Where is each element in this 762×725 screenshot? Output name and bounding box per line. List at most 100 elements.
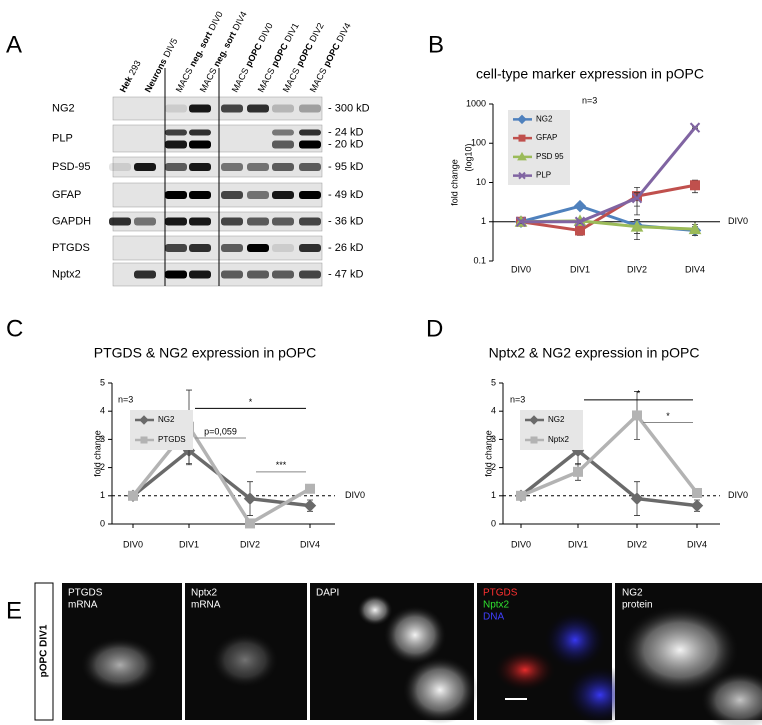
- marker: [128, 490, 138, 501]
- legend-marker: [140, 436, 148, 444]
- band: [221, 217, 243, 226]
- y-tick-label: 3: [100, 434, 105, 444]
- legend-label: PLP: [536, 171, 551, 180]
- x-tick-label: DIV4: [300, 539, 320, 549]
- band: [165, 129, 187, 136]
- marker: [690, 499, 704, 512]
- y-axis-label: fold change: [92, 430, 102, 477]
- legend-label: Nptx2: [548, 435, 569, 444]
- x-tick-label: DIV0: [511, 539, 531, 549]
- band: [272, 244, 294, 252]
- band: [272, 104, 294, 113]
- band: [299, 270, 321, 279]
- legend-label: GFAP: [536, 133, 557, 142]
- marker: [573, 199, 587, 213]
- row-label: Nptx2: [52, 268, 81, 280]
- row-label: PSD-95: [52, 161, 91, 173]
- channel-label: Nptx2: [191, 588, 218, 599]
- legend-marker: [517, 114, 527, 125]
- marker: [303, 499, 317, 512]
- cell: [493, 648, 557, 692]
- band: [165, 270, 187, 279]
- cell: [620, 605, 740, 695]
- x-tick-label: DIV2: [627, 539, 647, 549]
- band: [272, 129, 294, 136]
- band: [299, 140, 321, 149]
- band: [189, 191, 211, 199]
- size-label: - 95 kD: [328, 161, 364, 173]
- band: [247, 244, 269, 252]
- cell: [211, 632, 279, 688]
- channel-label: PTGDS: [483, 588, 518, 599]
- cell: [700, 670, 762, 725]
- band: [165, 104, 187, 113]
- reference-label: DIV0: [728, 490, 748, 500]
- legend-box: [508, 110, 570, 185]
- lane-label: Hek293: [118, 59, 143, 94]
- lane-label-part: DIV4: [231, 10, 249, 32]
- band: [272, 140, 294, 149]
- lane-label-part: MACS: [230, 66, 251, 94]
- nucleus: [402, 656, 478, 724]
- channel-label: mRNA: [191, 600, 221, 611]
- significance-label: *: [666, 411, 670, 421]
- note: n=3: [582, 95, 597, 105]
- row-label: GAPDH: [52, 215, 91, 227]
- lane-label-part: neg. sort: [188, 30, 215, 68]
- lane-label: NeuronsDIV5: [143, 37, 180, 94]
- significance-label: *: [249, 397, 253, 407]
- legend-label: NG2: [536, 114, 553, 123]
- band: [299, 163, 321, 171]
- lane-label-part: DIV5: [162, 37, 180, 59]
- band: [134, 217, 156, 226]
- size-label: - 36 kD: [328, 215, 364, 227]
- y-axis-label: fold change: [449, 159, 459, 206]
- x-tick-label: DIV1: [179, 539, 199, 549]
- note: n=3: [510, 394, 525, 404]
- band: [272, 163, 294, 171]
- y-axis-label: fold change: [483, 430, 493, 477]
- lane-label-part: Hek: [118, 74, 135, 94]
- band: [134, 270, 156, 279]
- y-tick-label: 0: [100, 518, 105, 528]
- band: [165, 163, 187, 171]
- marker: [516, 490, 526, 501]
- band: [247, 217, 269, 226]
- channel-label: mRNA: [68, 600, 98, 611]
- lane-label-part: MACS: [174, 66, 195, 94]
- y-tick-label: 1: [100, 490, 105, 500]
- panel-letter: C: [6, 315, 23, 342]
- legend-marker: [139, 415, 149, 425]
- band: [221, 244, 243, 252]
- nucleus: [543, 610, 607, 670]
- cell: [80, 637, 160, 693]
- micrographs: pOPC DIV1: [34, 582, 762, 725]
- chart-title: Nptx2 & NG2 expression in pOPC: [489, 345, 700, 361]
- series-line: [520, 183, 696, 233]
- band: [165, 217, 187, 226]
- marker: [574, 216, 586, 227]
- row-label: PTGDS: [52, 242, 90, 254]
- panel-letter: A: [6, 31, 22, 58]
- reference-label: DIV0: [728, 216, 748, 226]
- legend-label: PTGDS: [158, 435, 186, 444]
- series-line: [521, 126, 697, 224]
- band: [272, 191, 294, 199]
- x-tick-label: DIV4: [687, 539, 707, 549]
- legend-label: NG2: [158, 415, 175, 424]
- band: [109, 163, 131, 171]
- band: [189, 163, 211, 171]
- lane-label-part: MACS: [198, 66, 219, 94]
- band: [247, 163, 269, 171]
- nucleus: [383, 605, 447, 665]
- y-tick-label: 100: [471, 138, 486, 148]
- band: [189, 104, 211, 113]
- lane-label-part: DIV1: [283, 21, 301, 43]
- band: [247, 270, 269, 279]
- y-tick-label: 0: [491, 518, 496, 528]
- size-label: - 24 kD: [328, 126, 364, 138]
- row-label: NG2: [52, 102, 75, 114]
- band: [221, 191, 243, 199]
- chart-title: PTGDS & NG2 expression in pOPC: [94, 345, 317, 361]
- legend-label: PSD 95: [536, 152, 564, 161]
